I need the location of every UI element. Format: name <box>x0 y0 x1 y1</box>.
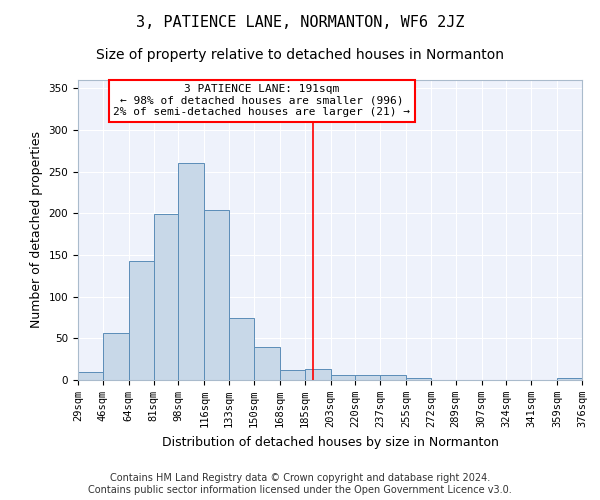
Text: Size of property relative to detached houses in Normanton: Size of property relative to detached ho… <box>96 48 504 62</box>
Bar <box>380 375 406 380</box>
Bar <box>557 378 582 380</box>
Bar <box>305 369 331 380</box>
Text: 3, PATIENCE LANE, NORMANTON, WF6 2JZ: 3, PATIENCE LANE, NORMANTON, WF6 2JZ <box>136 15 464 30</box>
Bar <box>254 346 280 380</box>
Bar <box>129 261 154 380</box>
Bar <box>178 164 205 380</box>
Bar <box>78 372 103 380</box>
Bar <box>205 210 229 380</box>
Text: Contains HM Land Registry data © Crown copyright and database right 2024.
Contai: Contains HM Land Registry data © Crown c… <box>88 474 512 495</box>
Bar <box>280 370 305 380</box>
Bar <box>103 332 129 380</box>
Bar <box>331 375 355 380</box>
X-axis label: Distribution of detached houses by size in Normanton: Distribution of detached houses by size … <box>161 436 499 448</box>
Bar <box>154 214 178 380</box>
Bar <box>229 318 254 380</box>
Text: 3 PATIENCE LANE: 191sqm
← 98% of detached houses are smaller (996)
2% of semi-de: 3 PATIENCE LANE: 191sqm ← 98% of detache… <box>113 84 410 117</box>
Bar <box>355 375 380 380</box>
Bar <box>406 378 431 380</box>
Y-axis label: Number of detached properties: Number of detached properties <box>30 132 43 328</box>
